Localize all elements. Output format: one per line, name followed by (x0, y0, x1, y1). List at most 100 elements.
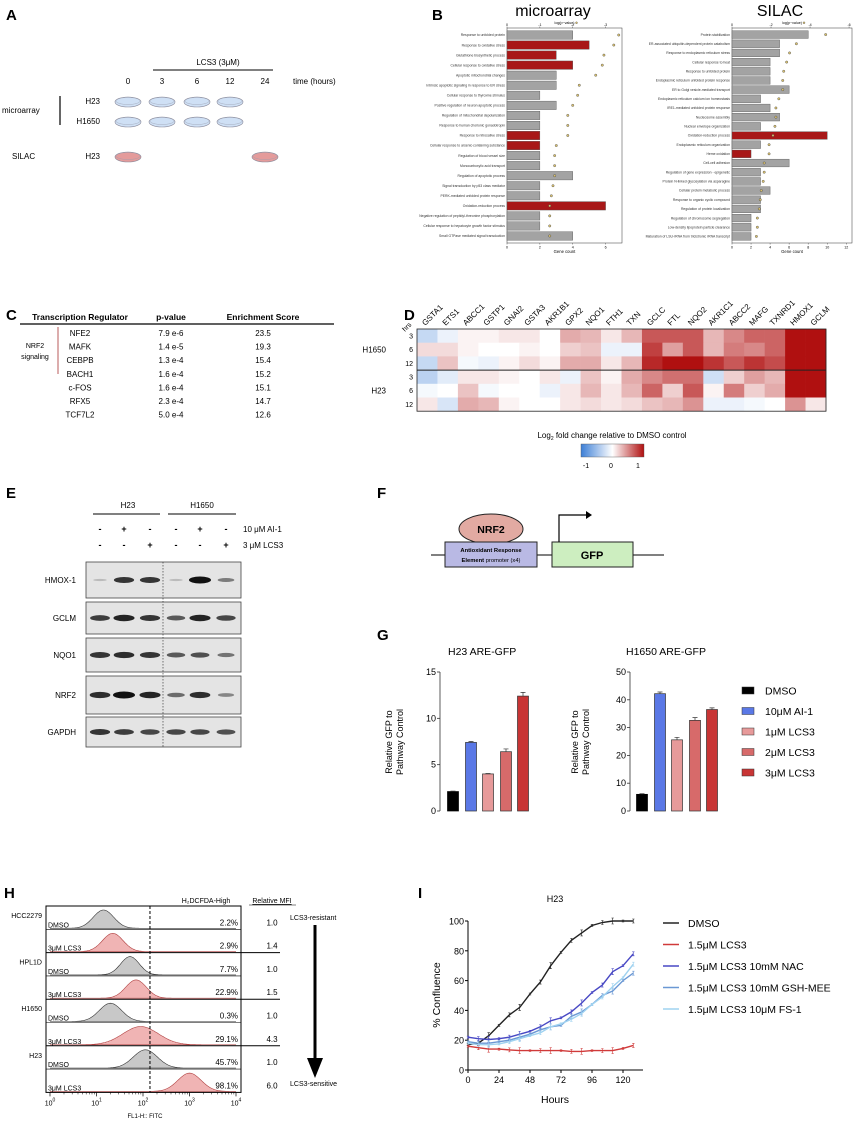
gene-count-bar (731, 214, 752, 223)
heatmap-cell (457, 397, 479, 412)
protein-band (216, 729, 236, 735)
treatment-sign: - (225, 524, 228, 534)
go-term-label: Protein N-linked glycosylation via aspar… (663, 180, 731, 184)
x-axis-label: Hours (541, 1094, 569, 1106)
heatmap-cell (417, 397, 438, 412)
gene-count-bar (731, 39, 780, 48)
error-bar (549, 1047, 552, 1054)
y-tick-label: 20 (616, 750, 626, 760)
heatmap-cell (580, 329, 602, 343)
error-bar (518, 1004, 521, 1011)
arrow-label-resistant: LCS3-resistant (290, 915, 336, 922)
gene-count-bar (506, 100, 557, 110)
heatmap-cell (457, 356, 479, 371)
bottom-tick-label: 10 (825, 246, 829, 250)
heatmap-cell (417, 383, 438, 398)
heatmap-cell (682, 342, 704, 357)
error-bar (559, 950, 563, 954)
go-term-label: Low-density lipoprotein particle clearan… (668, 225, 730, 229)
heatmap-cell (498, 397, 520, 412)
error-bar (549, 1023, 552, 1031)
gene-count-bar (506, 121, 541, 130)
top-tick-label: -4 (808, 23, 811, 27)
heatmap-cell (723, 370, 745, 385)
heatmap-cell (744, 383, 765, 398)
cell-line-label: H23 (85, 152, 100, 161)
pvalue-point (755, 235, 758, 238)
protein-label: NRF2 (55, 691, 76, 700)
gene-count-bar (731, 48, 780, 57)
error-bar (508, 1012, 511, 1018)
condition-label: 3μM LCS3 (48, 1039, 81, 1046)
y-tick-label: 0 (459, 1066, 464, 1076)
error-bar (559, 1022, 563, 1026)
protein-band (190, 729, 210, 735)
heatmap-cell (621, 370, 643, 385)
error-bar (611, 917, 614, 925)
table-cell: BACH1 (67, 370, 94, 379)
protein-band (89, 691, 111, 699)
error-bar (621, 964, 625, 967)
pvalue-point (774, 106, 778, 110)
go-term-label: Cellular response to arsenic-containing … (430, 144, 505, 148)
arrow-label-sensitive: LCS3-sensitive (290, 1081, 337, 1088)
go-term-label: Heme oxidation (706, 152, 730, 156)
culture-dish (216, 116, 244, 128)
culture-dish-rim (184, 117, 210, 125)
gfp-box (551, 541, 634, 568)
gene-count-bar (731, 131, 828, 140)
error-bar (580, 1010, 583, 1017)
chart-title: H1650 ARE-GFP (626, 646, 706, 658)
heatmap-cell (641, 383, 663, 398)
x-tick-base: 10 (184, 1100, 192, 1107)
table-cell: MAFK (69, 343, 92, 352)
table-cell: RFX5 (70, 397, 91, 406)
heatmap-cell (764, 370, 786, 385)
protein-band (190, 652, 210, 658)
relative-mfi: 1.4 (266, 942, 278, 951)
error-bar (559, 1049, 563, 1052)
gene-count-bar (506, 221, 541, 231)
treatment-sign: - (149, 524, 152, 534)
cell-line-label: HCC2279 (11, 913, 42, 920)
heatmap-cell (478, 356, 500, 371)
heatmap-cell (498, 383, 520, 398)
pvalue-point (617, 33, 621, 37)
heatmap-cell (805, 342, 827, 357)
error-bar (466, 1035, 470, 1039)
heatmap-cell (457, 329, 479, 343)
percent-high: 2.2% (220, 918, 238, 927)
panel-c-table: Transcription Regulator p-value Enrichment… (20, 312, 334, 420)
heatmap-cell (437, 370, 459, 385)
protein-band (113, 577, 135, 583)
go-term-label: Regulation of apoptotic process (458, 174, 506, 178)
heatmap-cell (764, 329, 786, 343)
top-tick-label: -2 (769, 23, 772, 27)
go-term-label: Regulation of chromosome segregation (671, 216, 730, 220)
top-axis-label: log(p−value) (555, 21, 575, 25)
panel-label-d: D (404, 307, 415, 324)
x-axis-label: FL1-H:: FITC (127, 1114, 163, 1120)
error-bar (590, 991, 594, 994)
pvalue-point (551, 184, 555, 188)
go-term-label: Maturation of LSU-rRNA from tricistronic… (646, 235, 730, 239)
go-term-label: ER to Golgi vesicle-mediated transport (672, 88, 730, 92)
top-tick-label: -3 (604, 23, 607, 27)
heatmap-cell (641, 370, 663, 385)
table-cell: 7.9 e-6 (159, 329, 184, 338)
time-axis-label: time (hours) (293, 77, 336, 86)
heatmap-cell (764, 397, 786, 412)
error-bar (611, 1047, 614, 1054)
colorbar-tick: 1 (636, 463, 640, 470)
protein-band (217, 578, 235, 582)
gene-count-bar (506, 171, 573, 181)
pvalue-point (602, 53, 606, 57)
culture-dish (183, 96, 211, 108)
error-bar (539, 1030, 542, 1036)
condition-label: 3μM LCS3 (48, 946, 81, 953)
heatmap-cell (539, 383, 561, 398)
table-cell: 23.5 (255, 329, 271, 338)
error-bar (621, 979, 625, 982)
panel-label-e: E (6, 485, 16, 502)
percent-high: 0.3% (220, 1012, 238, 1021)
